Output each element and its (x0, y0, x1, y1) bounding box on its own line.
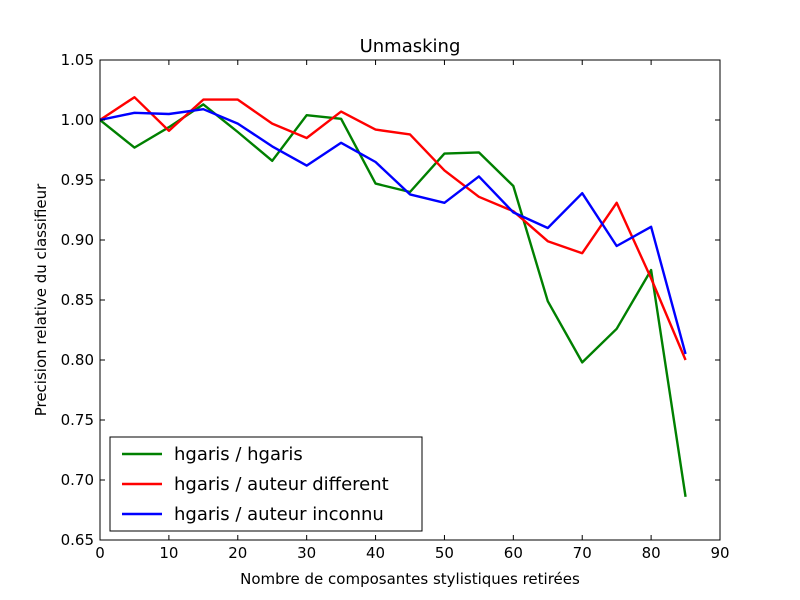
x-tick-label: 0 (95, 544, 105, 562)
y-tick-label: 0.95 (61, 171, 94, 189)
legend-label: hgaris / auteur different (174, 474, 389, 495)
x-tick-label: 80 (642, 544, 661, 562)
legend-label: hgaris / auteur inconnu (174, 504, 384, 525)
y-tick-label: 0.65 (61, 531, 94, 549)
y-axis-label: Precision relative du classifieur (32, 183, 50, 416)
y-axis: 0.65 0.70 0.75 0.80 0.85 0.90 0.95 1.00 1.05 (61, 51, 720, 549)
plot-lines (100, 95, 687, 497)
x-tick-label: 70 (573, 544, 592, 562)
chart-title: Unmasking (360, 36, 461, 57)
x-tick-label: 90 (710, 544, 729, 562)
x-tick-label: 50 (435, 544, 454, 562)
x-axis-label: Nombre de composantes stylistiques retir… (240, 570, 580, 588)
y-tick-label: 0.75 (61, 411, 94, 429)
legend-label: hgaris / hgaris (174, 444, 303, 465)
x-tick-label: 60 (504, 544, 523, 562)
x-axis: 0 10 20 30 40 50 60 70 80 90 (95, 60, 730, 562)
x-tick-label: 40 (366, 544, 385, 562)
series-line-3 (100, 107, 687, 355)
y-tick-label: 1.00 (61, 111, 94, 129)
x-tick-label: 30 (297, 544, 316, 562)
y-tick-label: 0.80 (61, 351, 94, 369)
y-tick-label: 0.70 (61, 471, 94, 489)
y-tick-label: 0.90 (61, 231, 94, 249)
legend: hgaris / hgaris hgaris / auteur different… (109, 436, 423, 532)
series-line-2 (100, 95, 687, 361)
x-tick-label: 20 (228, 544, 247, 562)
series-line-1 (100, 103, 687, 497)
y-tick-label: 0.85 (61, 291, 94, 309)
y-tick-label: 1.05 (61, 51, 94, 69)
x-tick-label: 10 (159, 544, 178, 562)
